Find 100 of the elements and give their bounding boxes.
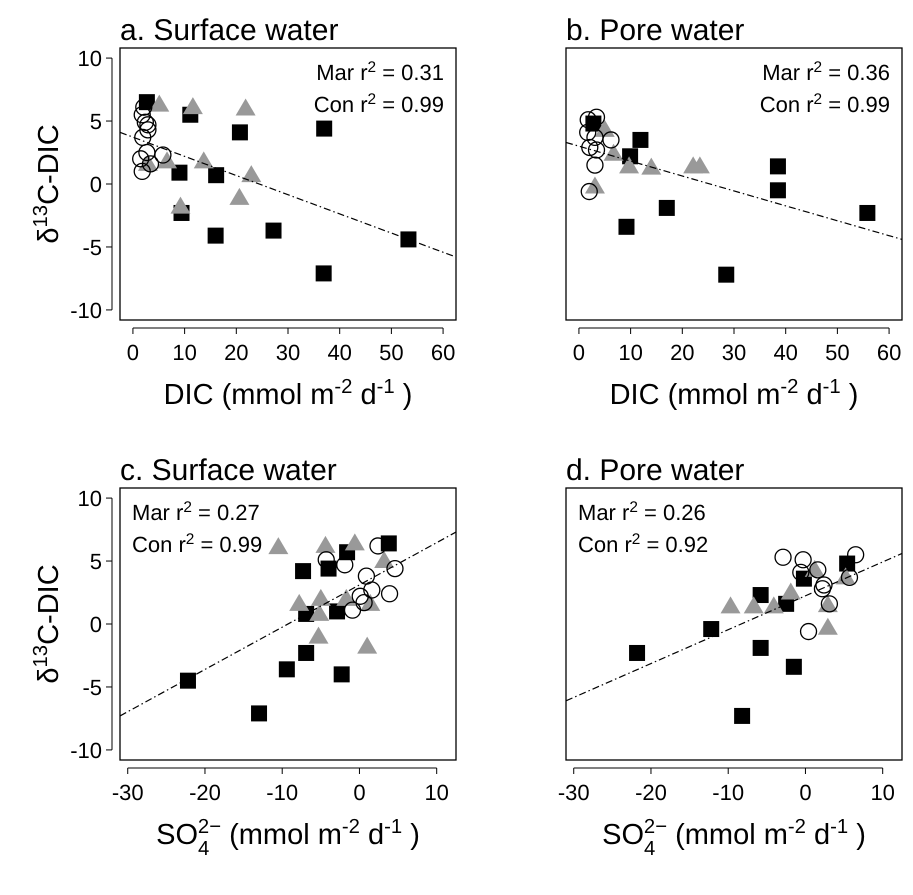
point: [718, 266, 734, 283]
point: [734, 708, 750, 724]
point: [586, 156, 604, 174]
point: [316, 265, 332, 282]
point: [334, 666, 350, 682]
point: [154, 146, 172, 164]
point: [780, 582, 801, 600]
y-tick-label: -5: [82, 674, 102, 700]
point: [298, 644, 314, 661]
point: [171, 164, 188, 181]
point: [363, 581, 380, 599]
annotation: Mar r$^{2}$ = 0.26: [578, 498, 706, 525]
chart-title: a. Surface water: [120, 14, 338, 47]
x-tick-label: 10: [618, 340, 643, 365]
point: [149, 94, 170, 112]
point: [847, 546, 864, 564]
x-tick-label: 30: [722, 340, 746, 365]
point: [703, 621, 720, 638]
point: [579, 124, 596, 142]
point: [770, 158, 786, 174]
x-axis-title: SO$_{4}$$^{2−}$ (mmol m$^{-2}$ d$^{-1}$ ): [602, 816, 866, 860]
point: [629, 644, 646, 661]
y-tick-label: 10: [78, 46, 102, 72]
point: [134, 162, 151, 180]
point: [182, 97, 203, 114]
point: [580, 182, 598, 200]
point: [295, 563, 312, 580]
point: [386, 560, 404, 578]
point: [316, 120, 332, 137]
point: [309, 604, 330, 621]
point: [208, 228, 224, 244]
point: [289, 594, 310, 611]
x-tick-label: 40: [773, 340, 798, 365]
annotation: Con r$^{2}$ = 0.92: [578, 530, 708, 557]
point: [400, 231, 416, 248]
point: [251, 705, 268, 722]
point: [588, 108, 606, 126]
point: [135, 98, 152, 116]
point: [236, 98, 256, 116]
point: [232, 124, 248, 140]
x-axis-title: DIC (mmol m$^{-2}$ d$^{-1}$ ): [610, 376, 858, 411]
point: [580, 111, 597, 128]
point: [380, 535, 397, 552]
point: [774, 548, 792, 566]
point: [208, 167, 224, 184]
point: [358, 568, 376, 585]
point: [139, 121, 157, 138]
point: [641, 158, 662, 175]
point: [241, 165, 262, 182]
point: [690, 156, 710, 174]
point: [374, 551, 394, 568]
point: [132, 150, 150, 168]
point: [369, 537, 387, 555]
point: [352, 588, 369, 605]
x-tick-label: 20: [224, 340, 249, 365]
x-tick-label: 0: [126, 340, 140, 365]
point: [604, 144, 624, 161]
point: [142, 155, 160, 172]
point: [632, 132, 648, 148]
x-tick-label: 10: [424, 780, 449, 805]
x-tick-label: 60: [876, 340, 902, 365]
point: [588, 141, 606, 159]
point: [268, 537, 288, 554]
point: [786, 658, 802, 675]
point: [357, 636, 378, 654]
point: [266, 222, 282, 239]
x-tick-label: -30: [558, 780, 590, 805]
point: [602, 131, 620, 149]
x-tick-label: 50: [379, 340, 404, 365]
point: [815, 576, 833, 594]
point: [278, 661, 295, 678]
point: [336, 588, 356, 606]
x-tick-label: 0: [799, 780, 812, 805]
y-tick-label: 5: [90, 109, 102, 134]
point: [180, 672, 196, 689]
annotation: Mar r$^{2}$ = 0.27: [132, 498, 260, 525]
x-axis-title: DIC (mmol m$^{-2}$ d$^{-1}$ ): [164, 376, 412, 411]
point: [792, 564, 810, 582]
annotation: Con r$^{2}$ = 0.99: [760, 90, 890, 117]
point: [355, 594, 373, 612]
x-tick-label: -10: [712, 780, 744, 805]
chart-title: d. Pore water: [566, 454, 744, 487]
y-tick-label: 0: [90, 172, 102, 197]
annotation: Mar r$^{2}$ = 0.36: [762, 58, 890, 85]
y-tick-label: -10: [70, 738, 102, 763]
point: [139, 116, 157, 134]
point: [720, 596, 741, 614]
x-tick-label: 0: [572, 340, 586, 365]
point: [170, 196, 190, 214]
point: [618, 218, 634, 235]
x-tick-label: -20: [189, 780, 221, 805]
x-tick-label: 10: [870, 780, 895, 805]
chart-title: c. Surface water: [120, 454, 337, 487]
x-tick-label: 60: [430, 340, 456, 365]
point: [859, 204, 876, 221]
point: [194, 151, 214, 168]
x-axis-title: SO$_{4}$$^{2−}$ (mmol m$^{-2}$ d$^{-1}$ ): [156, 816, 420, 860]
point: [764, 596, 784, 614]
x-tick-label: 30: [276, 340, 300, 365]
point: [310, 588, 331, 606]
